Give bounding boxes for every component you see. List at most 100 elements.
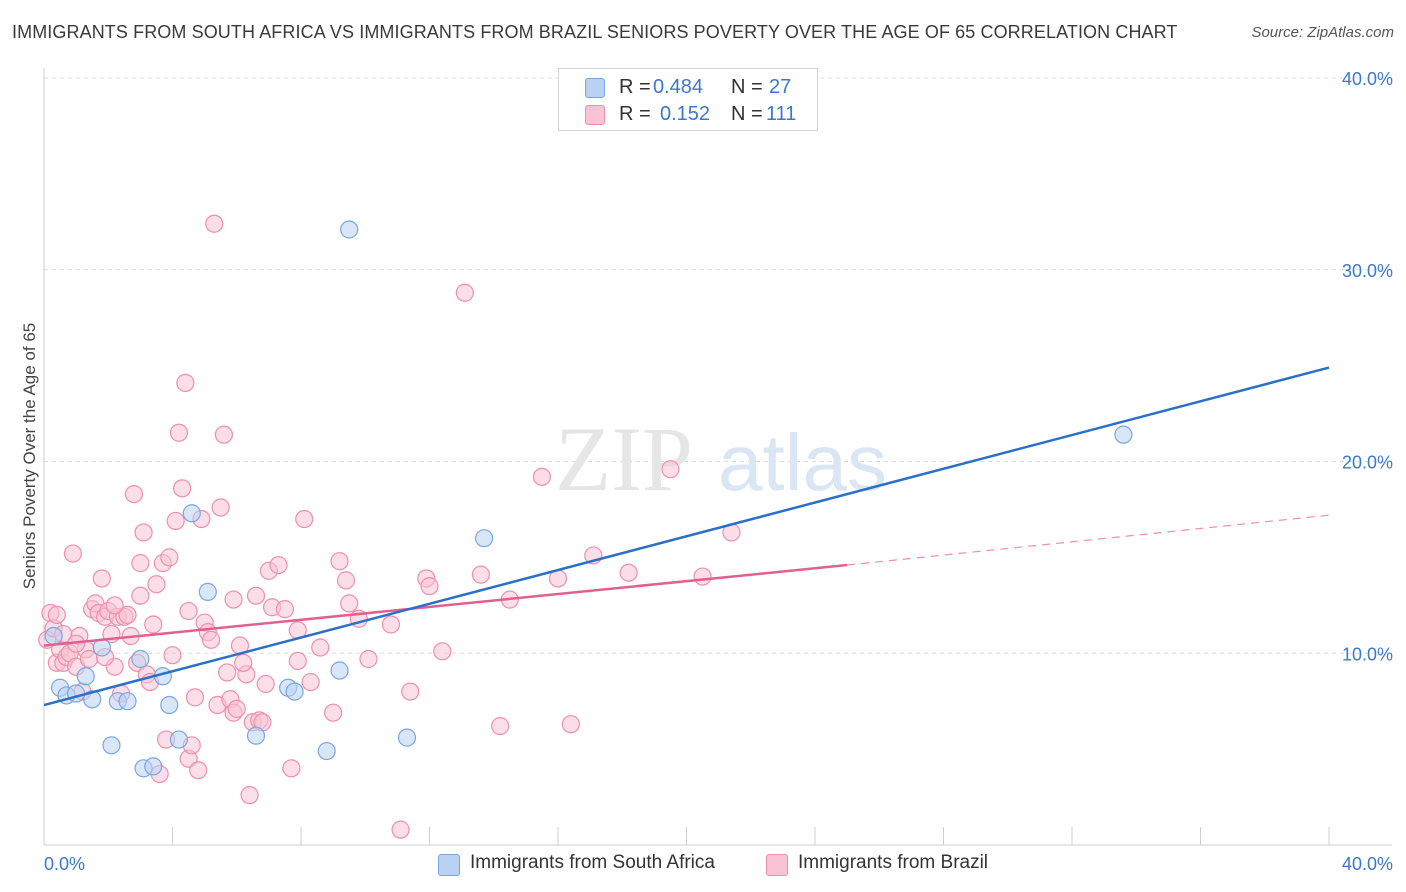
- bottom-legend-label-brazil: Immigrants from Brazil: [798, 852, 989, 873]
- tick-labels: 10.0% 20.0% 30.0% 40.0% 0.0% 40.0%: [44, 69, 1393, 874]
- point-south-africa: [44, 626, 63, 646]
- point-brazil: [163, 646, 182, 665]
- point-brazil: [201, 630, 221, 649]
- point-brazil: [324, 703, 343, 722]
- point-brazil: [471, 565, 490, 584]
- point-south-africa: [330, 661, 349, 680]
- point-brazil: [131, 554, 150, 573]
- point-brazil: [160, 548, 179, 567]
- point-brazil: [218, 663, 237, 682]
- point-brazil: [92, 569, 111, 588]
- point-brazil: [330, 552, 349, 571]
- legend-swatch-brazil: [585, 105, 605, 125]
- point-brazil: [63, 544, 83, 563]
- legend-r-value: 0.152: [660, 103, 711, 125]
- point-brazil: [340, 594, 359, 613]
- point-brazil: [693, 567, 712, 586]
- y-tick-label: 20.0%: [1342, 453, 1393, 473]
- point-south-africa: [83, 690, 102, 709]
- point-south-africa: [131, 649, 150, 669]
- axes: [43, 68, 1392, 846]
- legend-n-value: 111: [766, 103, 797, 125]
- y-tick-label: 40.0%: [1342, 69, 1393, 89]
- x-tick-label-end: 40.0%: [1342, 854, 1393, 874]
- point-brazil: [189, 761, 208, 780]
- point-brazil: [169, 423, 189, 442]
- point-brazil: [131, 586, 150, 605]
- y-tick-label: 30.0%: [1342, 261, 1393, 281]
- point-brazil: [124, 484, 144, 504]
- bottom-legend-swatch-brazil: [766, 854, 788, 876]
- point-south-africa: [102, 736, 121, 755]
- point-south-africa: [198, 582, 217, 601]
- point-south-africa: [182, 504, 201, 523]
- point-brazil: [301, 672, 320, 692]
- point-brazil: [391, 820, 410, 839]
- point-brazil: [491, 717, 510, 736]
- point-brazil: [433, 642, 452, 661]
- point-brazil: [561, 715, 580, 734]
- point-brazil: [214, 425, 233, 444]
- point-brazil: [118, 605, 137, 625]
- watermark-atlas: atlas: [718, 418, 887, 507]
- point-brazil: [173, 479, 192, 498]
- point-south-africa: [285, 682, 304, 701]
- point-brazil: [256, 674, 275, 694]
- legend-n-label: N =: [731, 103, 763, 125]
- point-brazil: [359, 649, 378, 669]
- trend-line-brazil: [43, 563, 848, 647]
- point-brazil: [455, 283, 474, 302]
- y-tick-label: 10.0%: [1342, 644, 1393, 664]
- point-brazil: [234, 653, 253, 672]
- gridlines: [44, 77, 1392, 654]
- chart-source: Source: ZipAtlas.com: [1251, 24, 1394, 41]
- point-brazil: [532, 467, 552, 486]
- point-south-africa: [340, 220, 359, 239]
- point-brazil: [288, 651, 307, 671]
- point-brazil: [134, 523, 153, 542]
- point-brazil: [240, 786, 259, 805]
- x-tick-label-start: 0.0%: [44, 854, 85, 874]
- point-south-africa: [475, 529, 494, 548]
- point-brazil: [227, 699, 246, 718]
- point-brazil: [246, 586, 266, 605]
- point-brazil: [311, 638, 330, 657]
- legend-swatch-south-africa: [585, 78, 605, 98]
- point-brazil: [105, 596, 124, 615]
- point-brazil: [619, 563, 638, 582]
- point-brazil: [176, 373, 195, 392]
- point-south-africa: [169, 730, 189, 749]
- point-brazil: [295, 509, 314, 529]
- point-south-africa: [317, 741, 336, 761]
- point-south-africa: [144, 757, 163, 776]
- point-brazil: [381, 615, 401, 634]
- trend-lines: [43, 366, 1330, 707]
- legend-n-label: N =: [731, 76, 763, 98]
- point-brazil: [420, 577, 439, 596]
- point-south-africa: [246, 726, 266, 745]
- bottom-legend-swatch-south-africa: [438, 854, 460, 876]
- data-points: [38, 214, 1133, 839]
- point-south-africa: [397, 728, 417, 747]
- point-brazil: [144, 615, 163, 634]
- point-brazil: [401, 682, 420, 701]
- bottom-legend-label-south-africa: Immigrants from South Africa: [470, 852, 715, 873]
- legend-r-value: 0.484: [653, 76, 704, 98]
- point-brazil: [336, 571, 356, 590]
- point-south-africa: [1114, 425, 1133, 444]
- point-south-africa: [118, 692, 137, 711]
- point-brazil: [147, 575, 166, 594]
- point-brazil: [185, 688, 205, 707]
- point-south-africa: [67, 684, 86, 703]
- legend-r-label: R =: [619, 103, 651, 125]
- trend-line-brazil-extension: [847, 514, 1330, 566]
- point-brazil: [275, 600, 295, 619]
- trend-line-south-africa: [43, 366, 1330, 707]
- legend-r-label: R =: [619, 76, 651, 98]
- point-brazil: [211, 498, 230, 517]
- point-brazil: [269, 555, 288, 575]
- point-brazil: [661, 460, 680, 479]
- point-brazil: [179, 601, 198, 621]
- watermark-zip: ZIP: [555, 408, 693, 510]
